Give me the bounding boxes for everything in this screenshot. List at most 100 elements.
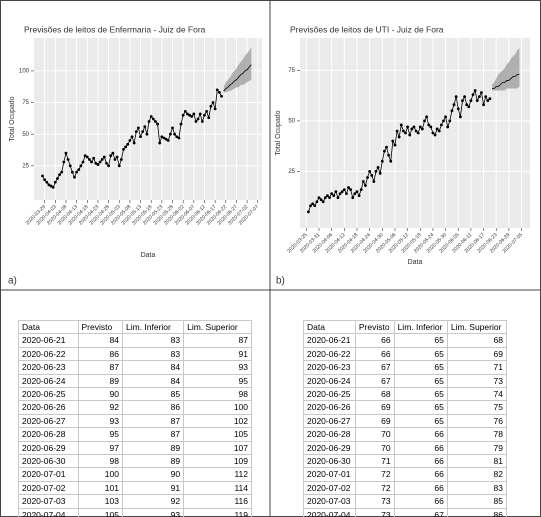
table-row: 2020-07-01 100 90 112: [18, 467, 252, 482]
column-header: Lim. Superior: [446, 319, 508, 335]
chart-title: Previsões de leitos de Enfermaria - Juiz…: [24, 24, 206, 34]
table-cell: 73: [446, 373, 508, 389]
data-point: [143, 125, 147, 128]
data-point: [351, 196, 355, 200]
data-point: [122, 147, 125, 151]
table-cell: 70: [354, 440, 395, 456]
panel-label: b): [276, 276, 285, 287]
table-cell: 2020-06-26: [303, 400, 356, 415]
data-point: [213, 107, 217, 111]
data-point: [109, 154, 113, 158]
y-tick-label: 75: [22, 100, 29, 106]
table-row: 2020-06-22 66 65 69: [303, 346, 508, 362]
data-point: [452, 103, 456, 107]
data-point: [119, 158, 123, 161]
data-point: [149, 115, 153, 118]
data-point: [336, 196, 340, 200]
table-cell: 98: [77, 454, 123, 469]
table-cell: 90: [77, 387, 123, 402]
data-point: [192, 112, 196, 116]
table-cell: 89: [121, 454, 185, 469]
data-point: [168, 132, 172, 136]
table-cell: 2020-07-02: [303, 480, 356, 496]
data-point: [345, 192, 348, 196]
table-cell: 69: [446, 346, 508, 362]
data-point: [361, 180, 365, 183]
table-cell: 2020-06-24: [303, 373, 356, 389]
data-point: [64, 151, 68, 155]
data-point: [378, 172, 382, 175]
table-cell: 76: [446, 413, 508, 429]
table-cell: 85: [121, 387, 185, 402]
data-point: [467, 105, 471, 109]
data-point: [469, 99, 473, 103]
data-point: [211, 101, 215, 104]
data-point: [154, 120, 157, 123]
data-point: [58, 173, 61, 177]
data-point: [366, 176, 369, 179]
table-cell: 67: [354, 360, 395, 375]
data-point: [166, 139, 170, 142]
data-point: [41, 174, 44, 178]
y-axis-label: Total Ocupado: [9, 96, 16, 141]
table-row: 2020-06-29 97 89 107: [18, 440, 252, 456]
data-point: [387, 153, 391, 157]
data-point: [338, 192, 342, 196]
data-point: [406, 125, 410, 129]
table-cell: 83: [446, 480, 508, 496]
table-cell: 87: [121, 427, 185, 442]
data-point: [319, 198, 323, 202]
data-point: [94, 161, 98, 165]
table-cell: 2020-06-23: [18, 360, 79, 375]
forecast-table: Data Previsto Lim. Inferior Lim. Superior 20…: [18, 319, 252, 517]
data-point: [454, 95, 458, 99]
table-cell: 2020-06-21: [18, 333, 79, 348]
data-point: [200, 120, 204, 123]
panel-label: a): [8, 276, 17, 287]
data-point: [177, 136, 181, 140]
data-point: [151, 117, 155, 121]
table-cell: 68: [446, 333, 508, 348]
y-tick-label: 100: [19, 68, 30, 74]
table-cell: 100: [77, 467, 123, 482]
data-point: [477, 95, 481, 99]
table-cell: 107: [183, 440, 252, 456]
data-point: [347, 186, 350, 189]
data-point: [446, 125, 450, 129]
table-cell: 65: [393, 400, 448, 415]
table-row: 2020-06-22 86 83 91: [18, 346, 252, 362]
table-row: 2020-06-25 90 85 98: [18, 387, 252, 402]
data-point: [196, 117, 200, 121]
table-cell: 72: [354, 480, 395, 496]
data-point: [137, 126, 140, 130]
data-point: [47, 183, 51, 187]
table-row: 2020-06-25 68 65 74: [303, 387, 508, 402]
data-point: [126, 142, 130, 146]
data-point: [124, 145, 128, 149]
data-point: [433, 133, 437, 137]
data-point: [105, 161, 108, 165]
data-point: [463, 95, 466, 99]
data-point: [75, 170, 79, 174]
data-point: [53, 180, 57, 184]
data-point: [389, 159, 393, 163]
table-row: 2020-06-29 70 66 79: [303, 440, 508, 456]
table-cell: 93: [121, 507, 185, 517]
table-cell: 89: [77, 373, 123, 389]
data-point: [130, 135, 134, 139]
data-point: [113, 158, 117, 161]
data-point: [215, 88, 219, 92]
table-cell: 109: [183, 454, 252, 469]
table-row: 2020-06-30 98 89 109: [18, 454, 252, 469]
data-point: [56, 177, 59, 180]
table-cell: 86: [446, 507, 508, 517]
table-cell: 67: [354, 373, 395, 389]
table-cell: 2020-07-03: [303, 494, 356, 509]
data-point: [357, 194, 361, 198]
table-cell: 95: [183, 373, 252, 389]
table-cell: 97: [77, 440, 123, 456]
table-cell: 65: [393, 333, 448, 348]
data-point: [328, 196, 331, 200]
table-cell: 2020-06-30: [18, 454, 79, 469]
table-cell: 92: [77, 400, 123, 415]
